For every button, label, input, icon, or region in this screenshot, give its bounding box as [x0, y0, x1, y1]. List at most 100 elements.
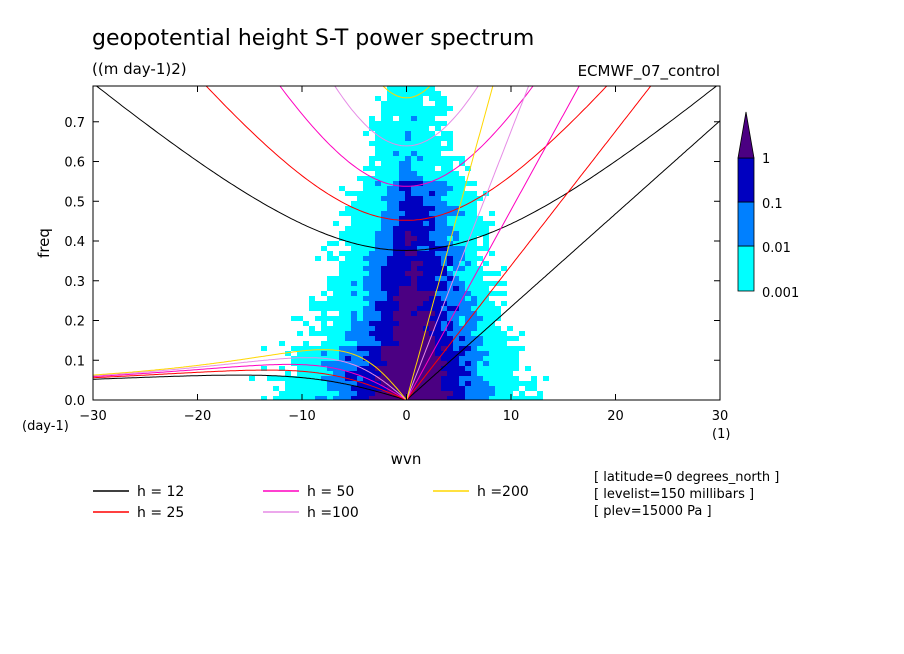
spectrum-cell	[417, 351, 423, 356]
spectrum-cell	[345, 316, 351, 321]
spectrum-cell	[429, 271, 435, 276]
spectrum-cell	[375, 166, 381, 171]
spectrum-cell	[285, 391, 291, 396]
gravity-wave-curve	[334, 86, 479, 147]
spectrum-cell	[441, 296, 447, 301]
spectrum-cell	[381, 246, 387, 251]
spectrum-cell	[381, 106, 387, 111]
spectrum-cell	[489, 301, 495, 306]
spectrum-cell	[387, 386, 393, 391]
spectrum-cell	[363, 221, 369, 226]
spectrum-cell	[261, 396, 267, 400]
spectrum-cell	[381, 326, 387, 331]
spectrum-cell	[321, 346, 327, 351]
spectrum-cell	[369, 366, 375, 371]
spectrum-cell	[423, 176, 429, 181]
spectrum-cell	[405, 296, 411, 301]
spectrum-cell	[369, 291, 375, 296]
spectrum-cell	[381, 356, 387, 361]
spectrum-cell	[321, 341, 327, 346]
spectrum-cell	[399, 371, 405, 376]
spectrum-cell	[321, 351, 327, 356]
spectrum-cell	[363, 191, 369, 196]
spectrum-cell	[369, 361, 375, 366]
spectrum-cell	[459, 186, 465, 191]
spectrum-cell	[447, 266, 453, 271]
spectrum-cell	[411, 306, 417, 311]
spectrum-cell	[315, 331, 321, 336]
spectrum-cell	[447, 346, 453, 351]
spectrum-cell	[369, 321, 375, 326]
spectrum-cell	[435, 231, 441, 236]
spectrum-cell	[453, 381, 459, 386]
spectrum-cell	[405, 276, 411, 281]
spectrum-cell	[375, 201, 381, 206]
spectrum-cell	[417, 376, 423, 381]
spectrum-cell	[495, 386, 501, 391]
spectrum-cell	[441, 236, 447, 241]
spectrum-cell	[333, 296, 339, 301]
spectrum-cell	[447, 186, 453, 191]
spectrum-cell	[351, 211, 357, 216]
spectrum-cell	[447, 321, 453, 326]
spectrum-cell	[327, 351, 333, 356]
spectrum-cell	[453, 376, 459, 381]
spectrum-cell	[363, 211, 369, 216]
spectrum-cell	[363, 231, 369, 236]
spectrum-cell	[393, 111, 399, 116]
spectrum-cell	[387, 171, 393, 176]
spectrum-cell	[435, 356, 441, 361]
spectrum-cell	[405, 86, 411, 91]
spectrum-cell	[411, 86, 417, 91]
spectrum-cell	[459, 366, 465, 371]
spectrum-cell	[471, 251, 477, 256]
spectrum-cell	[489, 291, 495, 296]
spectrum-cell	[447, 171, 453, 176]
spectrum-cell	[315, 361, 321, 366]
spectrum-cell	[363, 346, 369, 351]
spectrum-cell	[477, 376, 483, 381]
spectrum-cell	[483, 371, 489, 376]
spectrum-cell	[429, 181, 435, 186]
spectrum-cell	[339, 236, 345, 241]
spectrum-cell	[423, 116, 429, 121]
gravity-wave-curve	[382, 86, 431, 99]
spectrum-cell	[429, 341, 435, 346]
spectrum-cell	[339, 316, 345, 321]
spectrum-cell	[465, 321, 471, 326]
spectrum-cell	[399, 301, 405, 306]
spectrum-cell	[411, 166, 417, 171]
spectrum-cell	[405, 236, 411, 241]
spectrum-cell	[369, 351, 375, 356]
spectrum-cell	[417, 396, 423, 400]
spectrum-cell	[399, 226, 405, 231]
spectrum-cell	[363, 256, 369, 261]
spectrum-cell	[471, 221, 477, 226]
spectrum-cell	[345, 276, 351, 281]
spectrum-cell	[423, 296, 429, 301]
spectrum-cell	[405, 241, 411, 246]
spectrum-cell	[477, 281, 483, 286]
spectrum-cell	[447, 166, 453, 171]
spectrum-cell	[297, 351, 303, 356]
spectrum-cell	[411, 241, 417, 246]
spectrum-cell	[393, 306, 399, 311]
spectrum-cell	[387, 121, 393, 126]
spectrum-cell	[441, 171, 447, 176]
spectrum-cell	[441, 176, 447, 181]
spectrum-cell	[345, 321, 351, 326]
spectrum-cell	[453, 211, 459, 216]
spectrum-cell	[333, 341, 339, 346]
spectrum-cell	[411, 366, 417, 371]
spectrum-cell	[411, 136, 417, 141]
spectrum-cell	[381, 186, 387, 191]
spectrum-cell	[441, 191, 447, 196]
spectrum-cell	[405, 306, 411, 311]
spectrum-cell	[507, 386, 513, 391]
spectrum-cell	[429, 366, 435, 371]
spectrum-cell	[429, 276, 435, 281]
spectrum-cell	[513, 376, 519, 381]
spectrum-cell	[381, 396, 387, 400]
spectrum-cell	[363, 201, 369, 206]
spectrum-cell	[429, 116, 435, 121]
